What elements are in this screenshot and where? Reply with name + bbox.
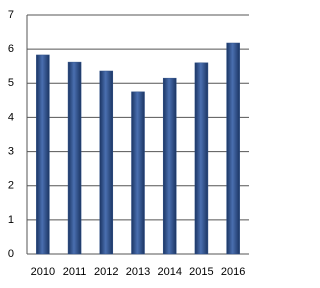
chart: 0 1 2 3 4 5 6 7 2010 2011 2012 2013 2014 2015 2016 (8, 9, 249, 278)
x-tick-label: 2011 (63, 266, 87, 278)
bar (162, 77, 177, 255)
x-tick-label: 2013 (126, 266, 150, 278)
bar (36, 54, 50, 255)
x-tick-label: 2016 (221, 266, 245, 278)
bar (67, 61, 82, 255)
bar (226, 42, 240, 255)
x-tick-label: 2012 (94, 266, 118, 278)
y-tick-label: 5 (8, 77, 14, 89)
y-tick-label: 2 (8, 180, 14, 192)
y-tick-label: 1 (8, 214, 14, 226)
x-tick-label: 2015 (189, 266, 213, 278)
bar (99, 70, 114, 255)
x-tick-label: 2010 (31, 266, 55, 278)
bar (131, 91, 145, 255)
y-tick-label: 4 (8, 111, 14, 123)
y-tick-label: 6 (8, 43, 14, 55)
y-tick-label: 0 (8, 248, 14, 260)
y-tick-label: 7 (8, 9, 14, 21)
x-tick-label: 2014 (157, 266, 181, 278)
bar (194, 62, 209, 255)
y-tick-label: 3 (8, 145, 14, 157)
